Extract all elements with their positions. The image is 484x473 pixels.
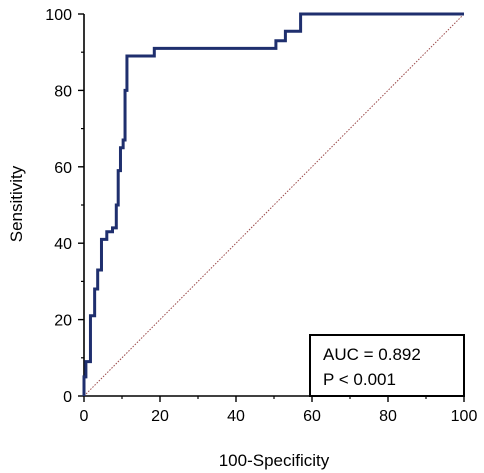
x-tick-label: 80 xyxy=(379,408,397,425)
y-tick-label: 20 xyxy=(54,313,72,330)
y-tick-label: 40 xyxy=(54,236,72,253)
y-tick-label: 100 xyxy=(45,7,72,24)
x-tick-label: 20 xyxy=(151,408,169,425)
x-tick-label: 40 xyxy=(227,408,245,425)
y-tick-label: 0 xyxy=(63,389,72,406)
p-value-text: P < 0.001 xyxy=(323,370,396,389)
x-axis-label: 100-Specificity xyxy=(219,451,330,470)
y-tick-label: 80 xyxy=(54,83,72,100)
stats-box: AUC = 0.892 P < 0.001 xyxy=(309,334,465,397)
stats-box-frame xyxy=(309,334,465,397)
y-tick-label: 60 xyxy=(54,160,72,177)
y-axis-label: Sensitivity xyxy=(7,165,26,242)
x-tick-label: 60 xyxy=(303,408,321,425)
tick-labels: 0 20 40 60 80 100 0 20 40 60 80 100 xyxy=(45,7,477,425)
auc-text: AUC = 0.892 xyxy=(323,345,421,364)
roc-curve-line xyxy=(82,12,464,396)
x-tick-label: 100 xyxy=(451,408,478,425)
x-tick-label: 0 xyxy=(80,408,89,425)
curves xyxy=(82,12,465,397)
